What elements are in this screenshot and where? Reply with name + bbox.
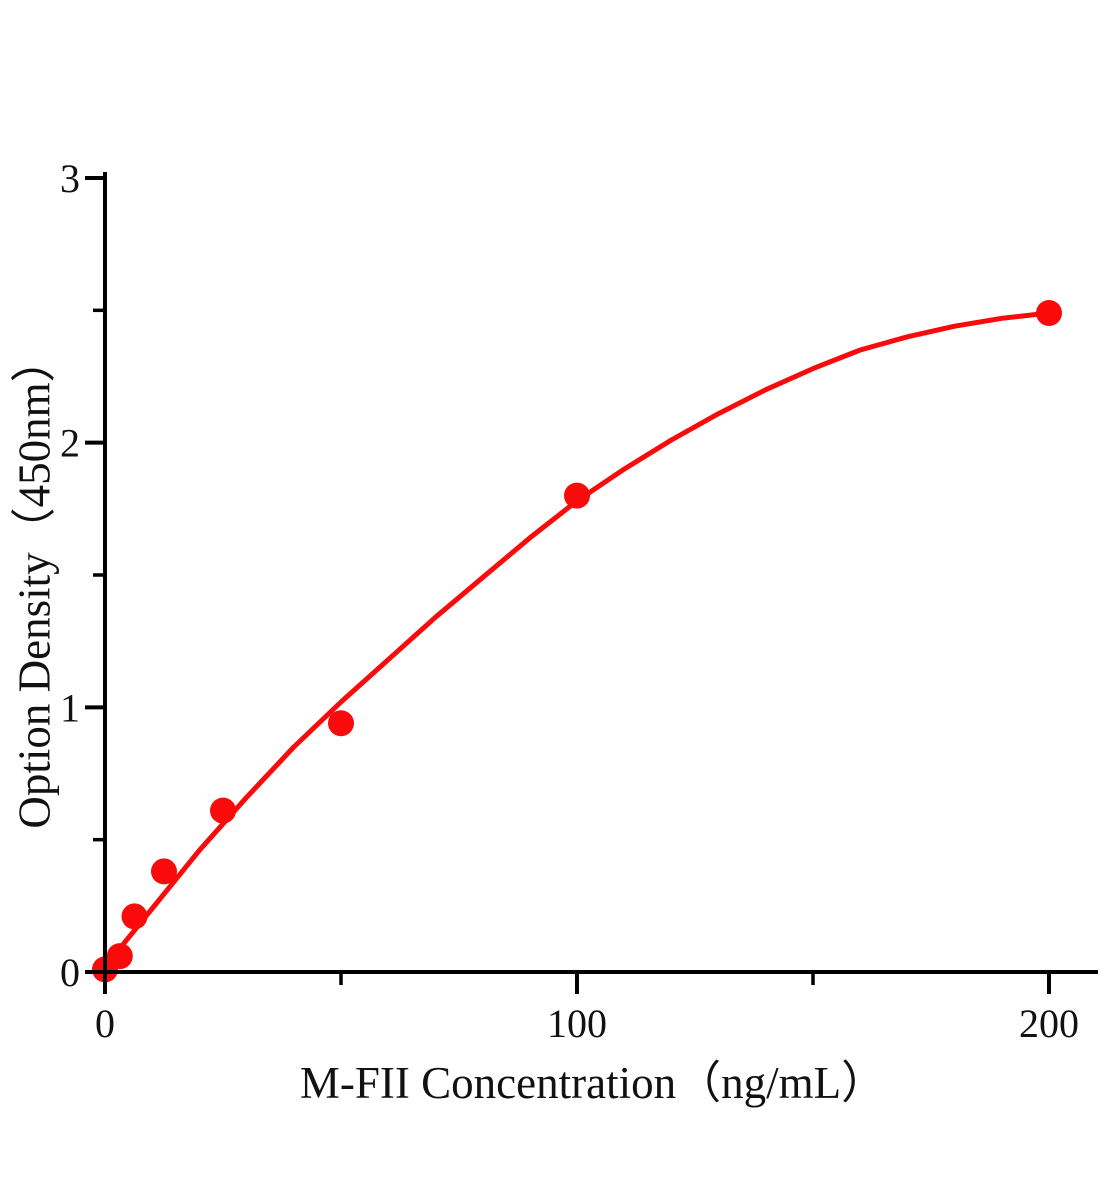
y-tick-label: 1 xyxy=(60,685,80,730)
data-point-marker xyxy=(210,797,236,824)
data-point-marker xyxy=(564,482,590,509)
fit-curve-line xyxy=(102,310,1052,970)
data-point-marker xyxy=(106,943,133,970)
data-point-marker xyxy=(328,710,354,737)
data-point-marker xyxy=(121,903,148,930)
data-point-marker xyxy=(151,858,177,885)
y-axis-title: Option Density（450nm） xyxy=(9,337,60,829)
y-tick-label: 2 xyxy=(60,421,80,466)
x-tick-label: 0 xyxy=(95,1001,115,1046)
x-tick-label: 200 xyxy=(1019,1001,1079,1046)
y-tick-label: 0 xyxy=(60,950,80,995)
x-axis-title: M-FII Concentration（ng/mL） xyxy=(299,1058,887,1108)
y-tick-label: 3 xyxy=(60,156,80,201)
data-point-marker xyxy=(1036,300,1062,326)
x-tick-label: 100 xyxy=(547,1001,607,1046)
